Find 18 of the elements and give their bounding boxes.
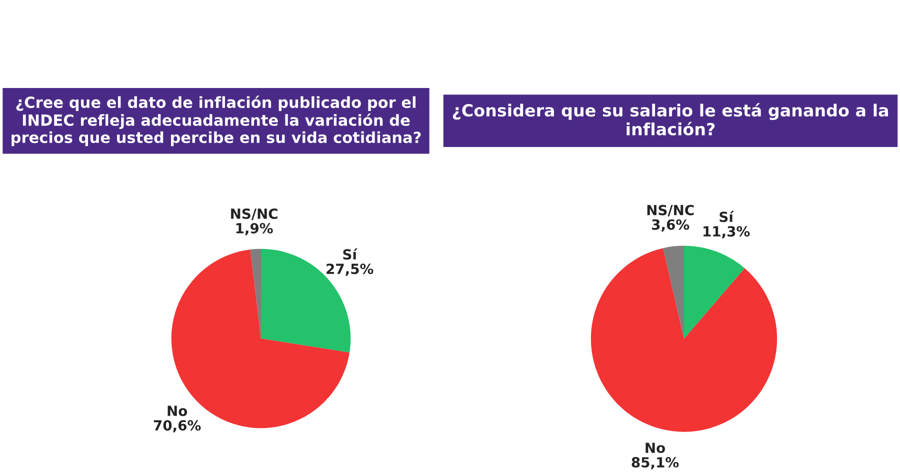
data-label: 70,6% (154, 420, 201, 432)
data-label: 85,1% (632, 457, 679, 470)
data-label: 1,9% (236, 222, 273, 236)
slice-label: No (646, 442, 665, 454)
chart-title: ¿Considera que su salario le está ganando a la inflación? (452, 103, 888, 136)
pie-slice (250, 248, 261, 339)
pie-slice (663, 246, 684, 339)
pie-slice (590, 248, 778, 432)
slice-label: No (168, 406, 188, 416)
slice-label: Sí (343, 248, 358, 260)
chart-title: ¿Cree que el dato de inflación publicado por el INDEC refleja adecuadamente la variación de precios que usted percibe en su vida cotidiana? (12, 96, 421, 146)
slice-label: Sí (720, 210, 734, 222)
pie-slice (684, 246, 745, 339)
data-label: 3,6% (652, 219, 690, 232)
data-label: 11,3% (704, 226, 750, 238)
data-label: 27,5% (326, 264, 374, 276)
slice-label: NS/NC (231, 208, 278, 220)
slice-label: NS/NC (647, 204, 694, 216)
